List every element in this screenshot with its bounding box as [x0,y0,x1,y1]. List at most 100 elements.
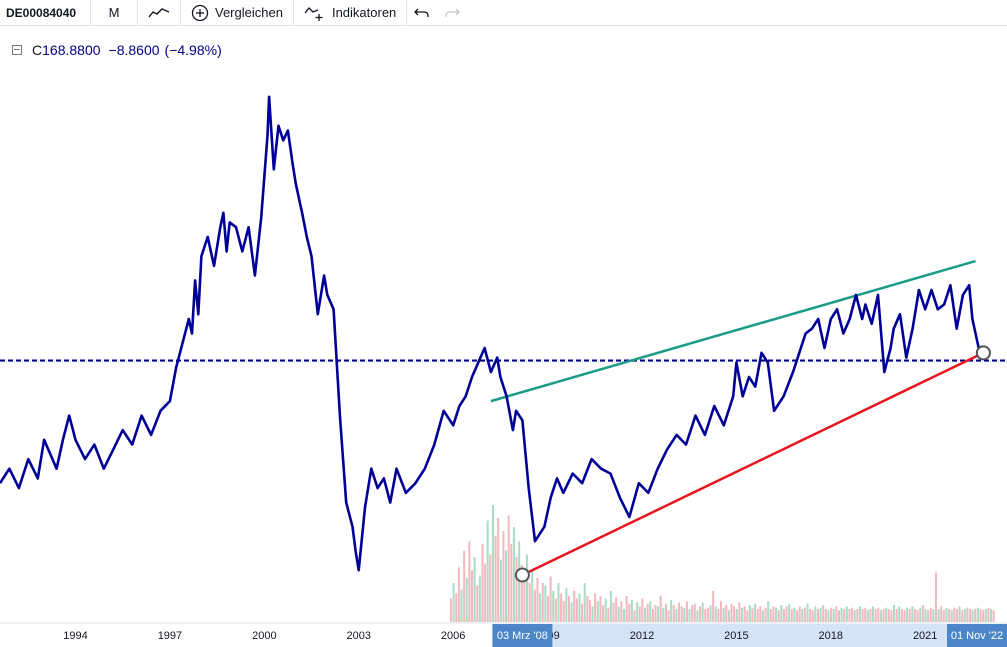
volume-bar [583,583,586,622]
plus-circle-icon [191,4,209,22]
volume-bar [546,596,550,622]
volume-bar [782,609,785,622]
volume-bar [591,606,594,622]
volume-bar [709,605,712,622]
volume-bar [512,527,515,622]
volume-bar [602,605,605,622]
undo-button[interactable] [407,0,437,25]
symbol-field[interactable]: DE00084040 [0,0,91,25]
time-tag-bg [492,624,553,647]
volume-bar [570,602,573,622]
volume-bar [599,596,602,622]
volume-bar [586,596,589,622]
redo-icon [445,8,461,17]
volume-bar [858,606,861,622]
volume-bar [764,607,767,622]
chart-type-button[interactable] [138,0,181,25]
collapse-legend-icon[interactable] [12,45,22,55]
x-tick-label: 2015 [724,630,748,642]
time-tag: 03 Mrz '08 [497,630,548,642]
volume-bar [767,601,770,622]
volume-bar [971,610,974,622]
volume-bar [507,515,510,622]
volume-bar [720,601,723,622]
compare-button[interactable]: Vergleichen [181,0,294,25]
volume-bar [523,575,526,622]
volume-bar [722,607,725,622]
volume-bar [853,610,856,622]
volume-bar [502,531,505,622]
indicators-button[interactable]: Indikatoren [294,0,408,25]
volume-bar [478,576,481,622]
volume-bar [526,554,529,622]
volume-bar [465,577,468,622]
volume-bar [536,577,539,622]
volume-bar [882,609,885,622]
volume-bar [641,598,644,622]
volume-bar [609,590,612,622]
volume-bar [623,609,626,622]
volume-bar [489,554,492,622]
volume-bar [704,609,707,622]
volume-bar [510,544,513,622]
volume-bar [827,610,830,622]
volume-bar [533,589,536,622]
volume-bar [740,607,743,622]
volume-bar [932,609,935,622]
volume-bar [937,609,940,622]
volume-bar [494,536,497,622]
volume-bar [738,602,741,622]
volume-bar [785,606,788,622]
volume-bar [948,609,951,622]
chart[interactable]: 1994199720002003200620092012201520182021… [0,27,1007,647]
volume-bar [578,593,581,622]
volume-bar [916,610,919,622]
volume-bar [664,603,667,622]
indicators-label: Indikatoren [331,5,397,20]
volume-bar [843,609,846,622]
lower-channel-line [521,351,984,577]
volume-bar [562,601,565,622]
volume-bar [869,609,872,622]
volume-bar [544,585,547,622]
volume-bar [908,609,911,622]
volume-bar [460,589,463,622]
volume-bar [651,609,654,622]
volume-bar [628,603,631,622]
volume-bar [809,609,812,622]
volume-bar [898,606,901,622]
volume-bar [649,601,652,622]
volume-bar [557,583,560,622]
volume-bar [927,610,930,622]
volume-bar [549,576,552,622]
channel-lines [0,259,1007,577]
volume-bar [604,598,607,622]
redo-button[interactable] [437,0,467,25]
volume-bar [893,605,896,622]
volume-bar [539,593,542,622]
volume-bar [934,572,937,622]
volume-bar [457,567,460,622]
volume-bar [845,606,848,622]
volume-bar [864,607,867,622]
volume-bar [662,607,665,622]
volume-bar [699,606,702,622]
volume-bar [940,606,943,622]
interval-button[interactable]: M [91,0,138,25]
volume-bar [450,598,453,622]
volume-bar [987,607,990,622]
volume-bar [990,609,993,622]
price-series [0,95,991,583]
volume-bar [575,598,578,622]
compare-label: Vergleichen [215,5,283,20]
volume-bar [620,601,623,622]
volume-bar [798,606,801,622]
volume-bar [468,541,471,622]
volume-bar [955,609,958,622]
volume-bar [890,610,893,622]
legend-prefix: C [32,42,43,58]
time-tag-bg [947,624,1007,647]
volume-bar [887,609,890,622]
volume-bar [541,583,544,622]
legend: C 168.8800 −8.8600 (−4.98%) [12,42,222,58]
